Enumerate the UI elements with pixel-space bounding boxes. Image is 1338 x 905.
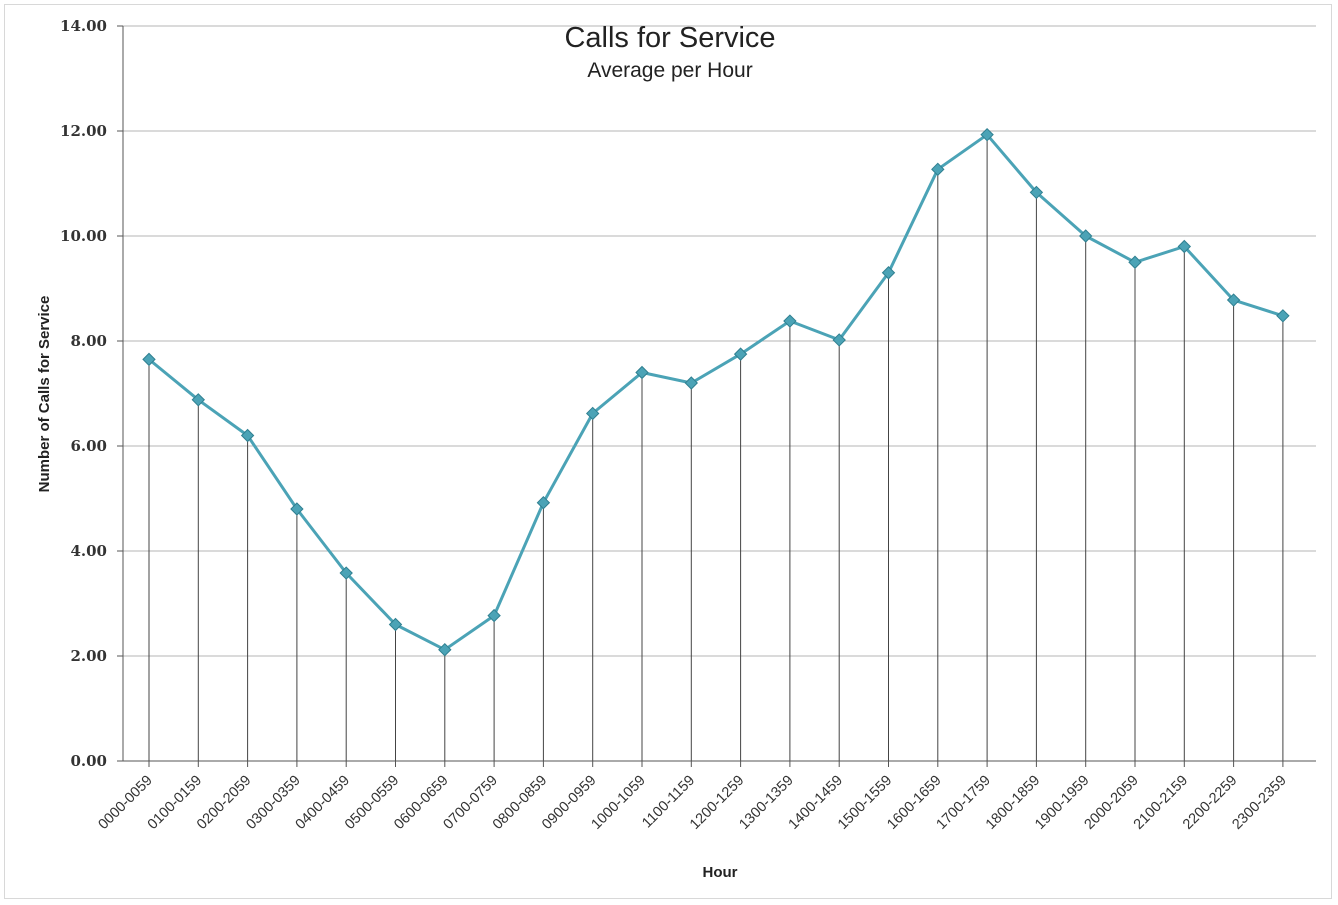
data-point (240, 428, 255, 443)
y-tick-label: 8.00 (70, 332, 107, 350)
data-point (783, 314, 797, 328)
data-point (635, 365, 649, 380)
data-point (438, 642, 452, 657)
data-point (1226, 293, 1241, 307)
chart-frame (4, 4, 1332, 899)
data-point (290, 502, 304, 516)
data-point (142, 352, 156, 367)
data-point (1078, 229, 1093, 243)
y-tick-label: 12.00 (60, 122, 107, 140)
data-point (1128, 255, 1142, 269)
data-point (832, 333, 846, 347)
chart-title: Calls for Service (564, 22, 775, 54)
y-tick-label: 4.00 (70, 542, 107, 560)
series-line-layer (147, 133, 1285, 652)
data-point (585, 406, 600, 421)
data-point (339, 566, 353, 580)
data-point (931, 162, 945, 177)
x-tick-labels: 0000-00590100-01590200-20590300-03590400… (95, 773, 1289, 833)
y-tick-label: 6.00 (70, 437, 107, 455)
x-tick-label: 2300-2359 (1229, 773, 1289, 833)
data-point (191, 393, 206, 407)
data-markers (142, 127, 1290, 657)
data-point (881, 266, 896, 280)
y-tick-label: 10.00 (60, 227, 107, 245)
x-axis-title: Hour (703, 864, 738, 881)
y-tick-label: 0.00 (70, 752, 107, 770)
data-point (684, 376, 699, 390)
drop-lines (148, 134, 1284, 761)
series-line (147, 133, 1285, 652)
data-point (388, 617, 403, 632)
x-tick-label: 1000-1059 (588, 773, 648, 833)
data-point (733, 347, 748, 361)
data-point (487, 608, 501, 623)
data-point (1177, 239, 1192, 254)
y-tick-label: 14.00 (60, 17, 107, 35)
gridlines (123, 25, 1316, 657)
y-tick-labels: 0.00 2.00 4.00 6.00 8.00 10.00 12.00 14.00 (60, 17, 107, 770)
data-point (1276, 309, 1290, 323)
data-point (980, 127, 994, 142)
axes (117, 25, 1316, 767)
y-tick-label: 2.00 (70, 647, 107, 665)
data-point (536, 495, 551, 510)
data-point (1029, 185, 1044, 200)
y-axis-title: Number of Calls for Service (36, 296, 53, 493)
chart-subtitle: Average per Hour (587, 59, 752, 82)
